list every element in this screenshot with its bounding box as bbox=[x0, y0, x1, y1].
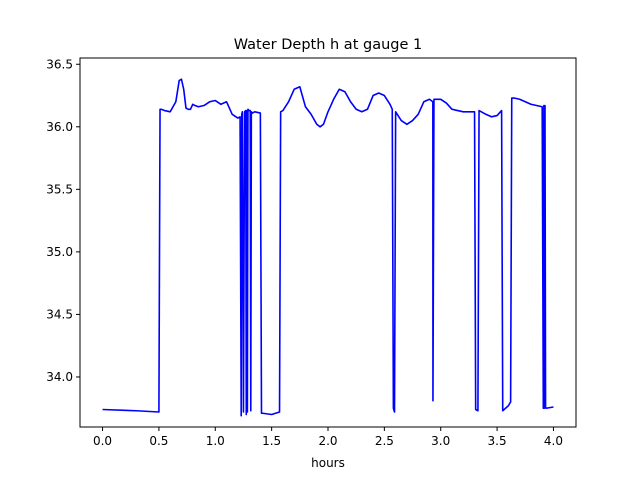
y-tick-label: 35.5 bbox=[46, 182, 73, 196]
x-axis-label: hours bbox=[311, 456, 345, 470]
x-tick-label: 2.5 bbox=[375, 434, 394, 448]
x-tick-label: 4.0 bbox=[544, 434, 563, 448]
x-tick-label: 0.0 bbox=[93, 434, 112, 448]
y-tick-label: 36.5 bbox=[46, 57, 73, 71]
x-tick-label: 2.0 bbox=[318, 434, 337, 448]
y-axis: 34.0 34.5 35.0 35.5 36.0 36.5 bbox=[46, 57, 80, 384]
y-tick-label: 36.0 bbox=[46, 120, 73, 134]
x-tick-label: 3.5 bbox=[488, 434, 507, 448]
x-tick-label: 3.0 bbox=[431, 434, 450, 448]
x-axis: 0.0 0.5 1.0 1.5 2.0 2.5 3.0 3.5 4.0 bbox=[93, 427, 563, 448]
y-tick-label: 34.0 bbox=[46, 370, 73, 384]
plot-area bbox=[79, 57, 577, 428]
chart-title: Water Depth h at gauge 1 bbox=[234, 37, 422, 53]
series-line-0 bbox=[102, 78, 554, 417]
y-tick-label: 34.5 bbox=[46, 307, 73, 321]
x-tick-label: 1.0 bbox=[206, 434, 225, 448]
x-tick-label: 0.5 bbox=[149, 434, 168, 448]
y-tick-label: 35.0 bbox=[46, 245, 73, 259]
x-tick-label: 1.5 bbox=[262, 434, 281, 448]
